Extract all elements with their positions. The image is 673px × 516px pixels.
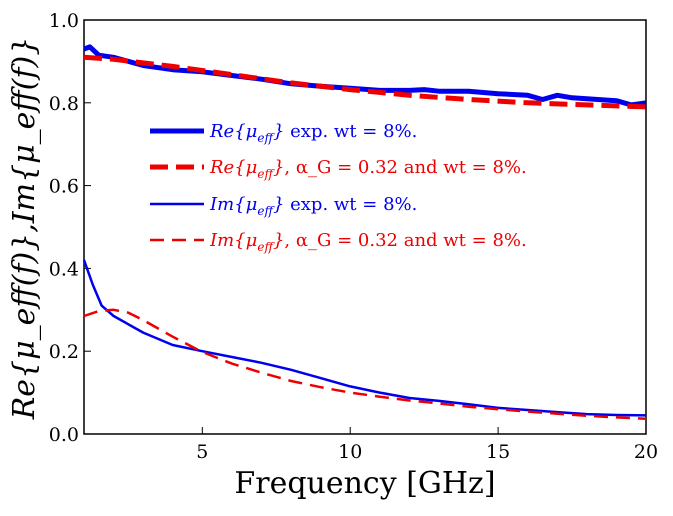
y-tick-label: 0.4 [49, 258, 79, 280]
x-tick-label: 20 [634, 441, 658, 463]
legend: Re{μeff} exp. wt = 8%. Re{μeff}, α_G = 0.… [150, 121, 527, 254]
legend-label-2: Re{μeff}, α_G = 0.32 and wt = 8%. [209, 157, 527, 181]
y-tick-label: 0.6 [49, 176, 79, 198]
series-line-1 [83, 44, 647, 108]
y-tick-label: 0.8 [49, 93, 79, 115]
legend-label-1: Re{μeff} exp. wt = 8%. [209, 121, 417, 145]
legend-label-3: Im{μeff} exp. wt = 8%. [209, 194, 417, 218]
tick-group: 5 10 15 20 0.0 0.2 0.4 0.6 0.8 1.0 [49, 10, 658, 463]
series-line-3 [82, 259, 647, 417]
x-axis-title: Frequency [GHz] [234, 466, 495, 501]
series-line-4 [83, 308, 647, 420]
y-tick-label: 0.2 [49, 341, 79, 363]
plot-frame [83, 19, 647, 435]
x-tick-label: 5 [196, 441, 208, 463]
x-tick-label: 10 [338, 441, 362, 463]
legend-label-4: Im{μeff}, α_G = 0.32 and wt = 8%. [209, 230, 527, 254]
x-tick-label: 15 [486, 441, 510, 463]
series-line-2 [83, 54, 647, 110]
y-tick-label: 0.0 [49, 424, 79, 446]
series-group [82, 44, 647, 420]
y-tick-label: 1.0 [49, 10, 79, 32]
y-axis-title: Re{μ_eff(f)},Im{μ_eff(f)} [7, 37, 42, 421]
